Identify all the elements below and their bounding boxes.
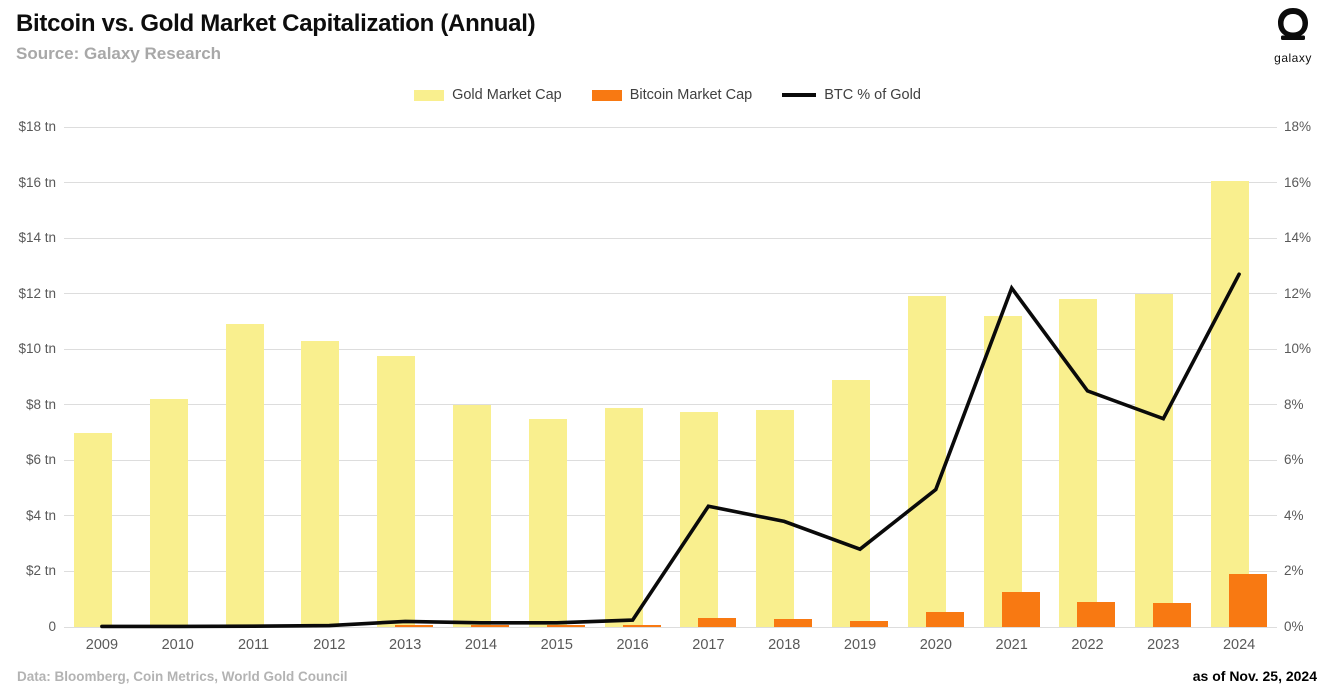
legend: Gold Market Cap Bitcoin Market Cap BTC %… [0,87,1335,103]
gold-swatch-icon [414,89,445,101]
gold-bar-2019 [832,379,871,627]
gold-bar-2010 [149,399,188,627]
gold-bar-2011 [225,324,264,627]
legend-item-btc-pct: BTC % of Gold [782,87,921,103]
btc-pct-line-icon [782,93,817,97]
legend-label-gold: Gold Market Cap [452,87,562,103]
gridline [64,626,1277,628]
legend-item-bitcoin: Bitcoin Market Cap [591,87,753,103]
x-axis-tick-2016: 2016 [616,637,649,653]
gridline [64,293,1277,295]
gold-bar-2013 [377,356,416,627]
x-axis-tick-2015: 2015 [540,637,573,653]
x-axis-tick-2012: 2012 [313,637,346,653]
right-axis-tick: 18% [1284,119,1312,134]
bitcoin-bar-2013 [395,625,434,627]
left-axis-tick: $10 tn [18,341,56,357]
left-axis-tick: $14 tn [18,230,56,246]
x-axis-tick-2013: 2013 [389,637,422,653]
x-axis-tick-2020: 2020 [919,637,952,653]
gridline [64,237,1277,239]
plot-area [64,126,1277,629]
gold-bar-2012 [301,340,340,627]
gridline [64,126,1277,128]
bitcoin-bar-2017 [698,618,737,627]
right-axis-tick: 6% [1284,452,1304,468]
legend-label-bitcoin: Bitcoin Market Cap [629,87,753,103]
right-axis-tick: 10% [1284,341,1312,357]
right-axis-tick: 0% [1284,619,1304,634]
bitcoin-bar-2021 [1001,592,1040,627]
bitcoin-bar-2016 [622,625,661,627]
bitcoin-bar-2020 [925,611,964,627]
bitcoin-bar-2014 [470,625,509,627]
x-axis-tick-2018: 2018 [768,637,801,653]
gold-bar-2009 [73,432,112,627]
left-axis-tick: 0 [48,619,56,634]
gridline [64,182,1277,184]
galaxy-logo-text: galaxy [1274,51,1312,65]
gold-bar-2022 [1059,299,1098,627]
left-axis-tick: $6 tn [25,452,56,468]
x-axis-tick-2024: 2024 [1222,637,1256,653]
left-axis-tick: $12 tn [18,285,56,301]
bitcoin-bar-2018 [774,618,813,627]
bitcoin-bar-2015 [546,625,585,627]
left-axis-tick: $4 tn [25,507,56,523]
gridline [64,570,1277,572]
gridline [64,515,1277,517]
gold-bar-2023 [1135,293,1174,627]
gridline [64,404,1277,406]
bitcoin-bar-2023 [1153,603,1192,627]
left-axis-tick: $16 tn [18,174,56,190]
bitcoin-bar-2024 [1229,573,1268,627]
page-subtitle: Source: Galaxy Research [16,44,222,63]
right-axis-tick: 4% [1284,507,1304,523]
btc-pct-line [100,272,1241,629]
galaxy-logo: galaxy [1265,5,1321,65]
left-axis-tick: $8 tn [25,396,56,412]
gridline [64,348,1277,350]
x-axis-tick-2021: 2021 [995,637,1028,653]
gold-bar-2021 [983,315,1022,627]
left-axis-tick: $18 tn [18,119,56,134]
x-axis-tick-2023: 2023 [1147,637,1180,653]
x-axis-tick-2019: 2019 [843,637,877,653]
page-title: Bitcoin vs. Gold Market Capitalization (… [16,10,536,37]
galaxy-logo-icon [1273,5,1313,50]
legend-item-gold: Gold Market Cap [414,87,562,103]
as-of-date: as of Nov. 25, 2024 [1192,668,1317,684]
gold-bar-2014 [452,404,491,627]
right-axis-tick: 2% [1284,563,1304,579]
bitcoin-swatch-icon [591,89,622,101]
gold-bar-2016 [604,407,643,627]
right-axis-tick: 8% [1284,396,1304,412]
x-axis-tick-2010: 2010 [161,637,194,653]
left-axis-tick: $2 tn [25,563,56,579]
gold-bar-2024 [1211,181,1250,627]
x-axis-tick-2017: 2017 [692,637,725,653]
data-source-note: Data: Bloomberg, Coin Metrics, World Gol… [17,669,348,684]
legend-label-btc-pct: BTC % of Gold [824,87,921,103]
x-axis-tick-2014: 2014 [464,637,498,653]
x-axis-tick-2009: 2009 [85,637,119,653]
x-axis-tick-2011: 2011 [237,637,270,653]
bitcoin-bar-2022 [1077,602,1116,627]
bitcoin-bar-2019 [850,620,889,627]
gridline [64,459,1277,461]
right-axis-tick: 16% [1284,174,1312,190]
gold-bar-2015 [528,418,567,627]
x-axis-tick-2022: 2022 [1071,637,1104,653]
right-axis-tick: 12% [1284,285,1312,301]
gold-bar-2020 [907,296,946,627]
right-axis-tick: 14% [1284,230,1312,246]
